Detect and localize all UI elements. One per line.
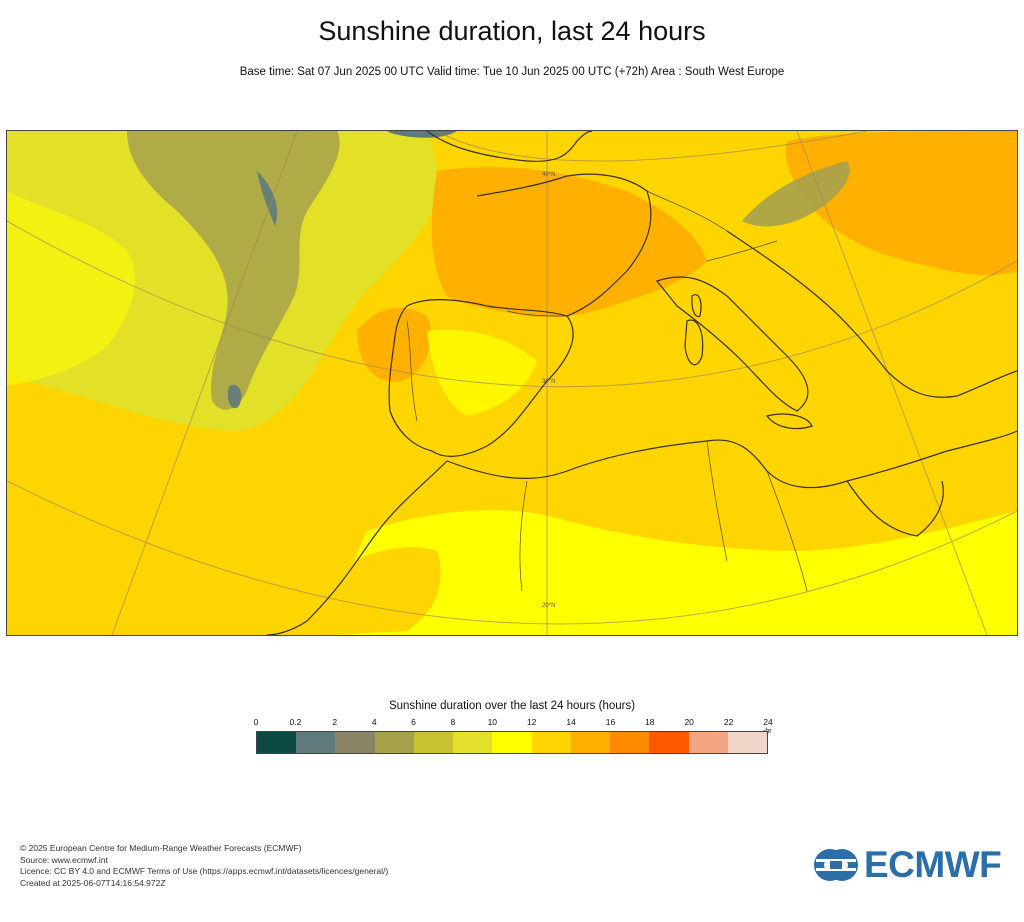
france-orange-area [431,167,707,318]
corsica [691,294,702,318]
parallel-30n [7,480,1017,625]
legend-swatch-0 [257,732,297,753]
footer-copyright: © 2025 European Centre for Medium-Range … [20,843,302,853]
france-spain-border [506,310,568,317]
footer-source: Source: www.ecmwf.int [20,854,108,865]
france-germany-border [646,190,728,232]
spain-portugal-border [406,320,418,422]
tick-7: 12 [526,717,537,727]
morocco-orange [337,547,441,635]
footer-licence: Licence: CC BY 4.0 and ECMWF Terms of Us… [20,866,389,876]
tick-11: 20 [684,717,694,727]
map-title: Sunshine duration, last 24 hours [318,16,706,46]
atlantic-cloud-band [7,131,439,431]
label-50n: 40°N [542,172,555,178]
label-30n: 20°N [542,603,555,609]
tick-0: 0 [253,717,259,727]
tick-9: 16 [605,717,616,727]
legend-swatch-5 [453,732,493,753]
atlantic-dark-spot [227,384,242,409]
atlantic-dark-streak [257,171,278,226]
legend-swatch-1 [296,732,336,753]
north-africa-coast [446,430,1017,489]
footer-created: Created at 2025-06-07T14:16:54.972Z [20,877,166,888]
ecmwf-logo-icon [814,849,858,881]
algeria-tunisia-border [706,440,728,562]
legend-colorbar [256,731,768,754]
tick-3: 4 [371,717,377,727]
iberia-coast [388,299,574,458]
tick-12: 22 [723,717,734,727]
meridian-east [796,131,988,635]
ecmwf-logo-text: ECMWF [864,844,1002,885]
forecast-map[interactable]: 40°N 30°N 20°N [6,130,1018,636]
meridian-west [111,131,298,635]
legend-swatch-7 [531,732,571,753]
legend-ticks: 0 0.2 2 4 6 8 10 12 14 16 18 20 22 24 [253,717,773,729]
label-40n: 30°N [542,379,555,385]
parallel-labels: 40°N 30°N 20°N [542,172,555,609]
west-yellow-band [7,191,136,386]
tick-8: 14 [566,717,576,727]
alps-olive [742,161,850,227]
borders [406,190,808,592]
footer-credits: © 2025 European Centre for Medium-Range … [20,843,388,889]
legend-swatch-8 [570,732,611,753]
morocco-west-coast [266,460,448,635]
france-coast [476,173,652,317]
coastlines [266,131,1017,635]
legend-swatch-12 [727,732,768,753]
atlantic-olive-band [127,131,340,410]
graticule [7,131,1017,635]
libya-coast [846,480,944,537]
map-subtitle: Base time: Sat 07 Jun 2025 00 UTC Valid … [239,66,785,78]
legend-swatch-6 [492,732,532,753]
legend-swatch-9 [610,732,650,753]
legend-swatch-2 [335,732,375,753]
parallel-40n [7,220,1017,388]
map-canvas: 40°N 30°N 20°N [7,131,1017,635]
iberia-yellow [427,329,537,416]
tick-6: 10 [487,717,498,727]
italy-coast [655,276,809,412]
legend-title: Sunshine duration over the last 24 hours… [388,700,636,712]
legend-swatch-4 [413,732,454,753]
alps-border [706,240,778,262]
uk-coast [426,131,593,162]
sicily [765,413,813,430]
tick-13: 24 [763,717,773,727]
ecmwf-logo[interactable]: ECMWF [812,844,1008,885]
sardinia [684,319,704,366]
legend-swatch-3 [374,732,414,753]
balkan-coast [726,230,1017,398]
legend-swatch-10 [649,732,689,753]
tick-4: 6 [411,717,416,727]
tick-1: 0.2 [289,717,302,727]
algeria-libya-border [766,470,808,592]
tick-10: 18 [645,717,655,727]
tick-5: 8 [450,717,456,727]
morocco-algeria-border [519,480,528,592]
sahara-yellow [337,510,1017,635]
parallel-50n [436,131,868,162]
legend-swatch-11 [688,732,728,753]
tick-2: 2 [332,717,338,727]
